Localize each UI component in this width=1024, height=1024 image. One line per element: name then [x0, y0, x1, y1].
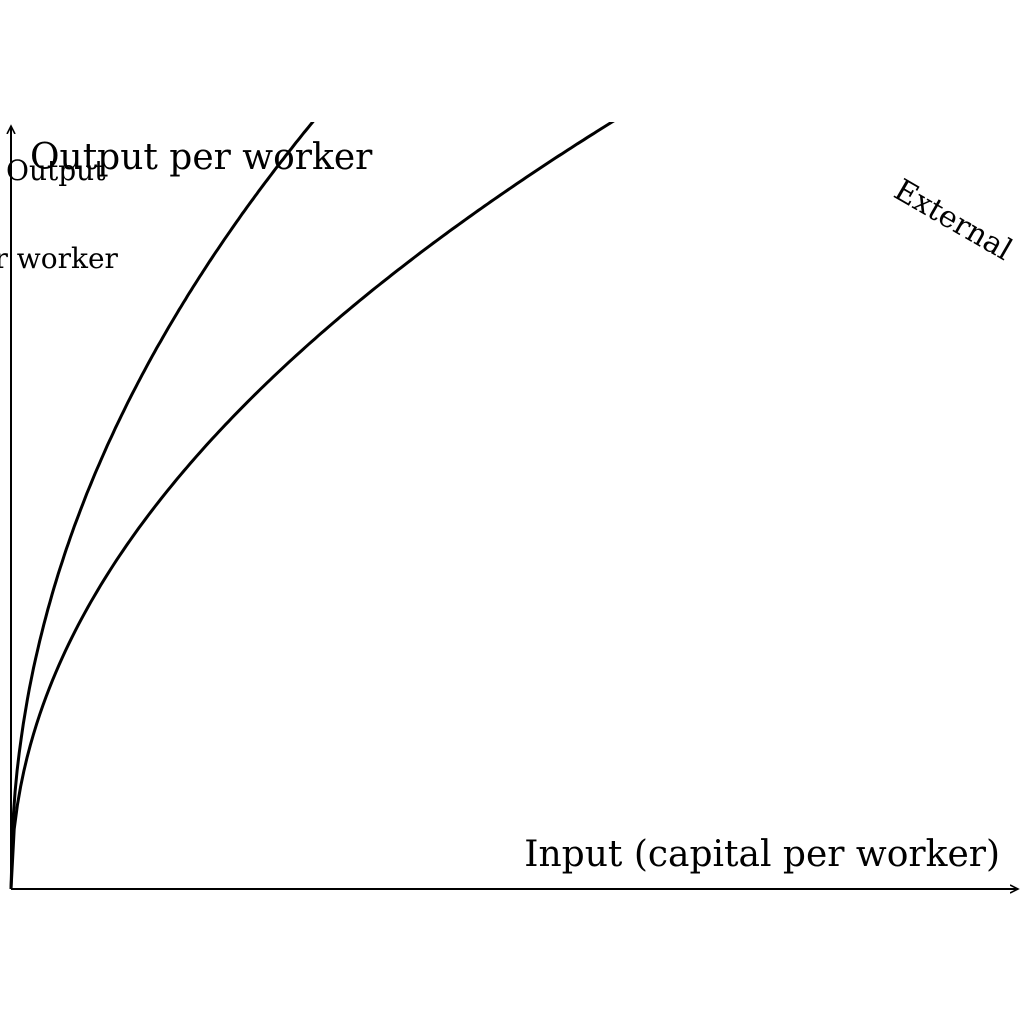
x-axis-label: Input (capital per worker)	[524, 834, 1000, 875]
upper-production-curve	[9, 122, 315, 890]
lower-production-curve	[9, 122, 615, 890]
side-label-line2: per worker	[0, 242, 119, 275]
side-label-line1: Output	[6, 154, 106, 187]
y-axis-label: Output per worker	[30, 137, 373, 178]
rotated-external-label: External	[888, 173, 1018, 268]
